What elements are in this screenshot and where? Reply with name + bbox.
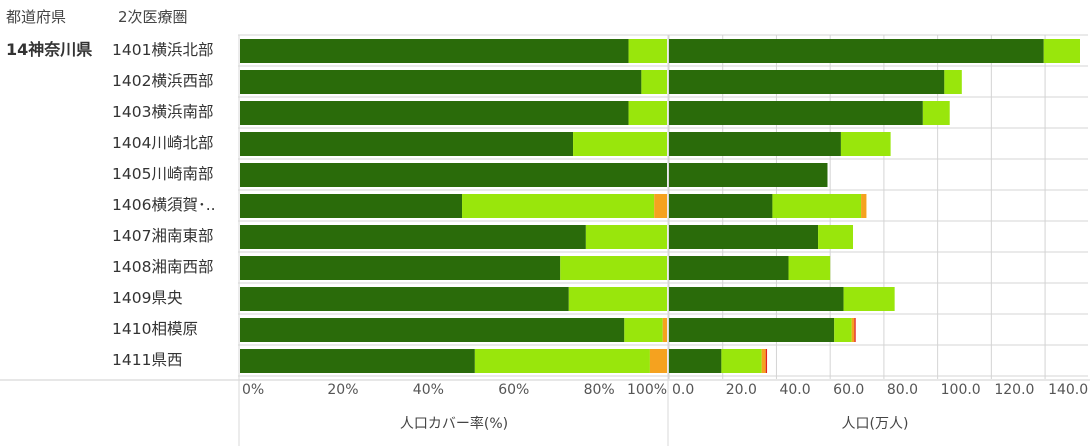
coverage-tick-label: 20% — [327, 382, 359, 398]
population-bar-dark_green — [669, 349, 722, 373]
coverage-bar-dark_green — [240, 70, 642, 94]
header-prefecture: 都道府県 — [6, 8, 67, 26]
population-bar-dark_green — [669, 101, 923, 125]
region-label: 1411県西 — [112, 351, 183, 369]
population-tick-label: 100.0 — [940, 382, 981, 398]
population-bar-dark_green — [669, 70, 945, 94]
coverage-bar-light_green — [474, 349, 650, 373]
prefecture-label: 14神奈川県 — [6, 40, 93, 59]
coverage-bar-dark_green — [240, 194, 463, 218]
coverage-bar-orange — [649, 349, 667, 373]
coverage-bar-dark_green — [240, 39, 629, 63]
coverage-bar-orange — [654, 194, 667, 218]
population-bar-dark_green — [669, 163, 828, 187]
coverage-bar-orange — [662, 318, 667, 342]
coverage-tick-label: 100% — [627, 382, 668, 398]
coverage-tick-label: 40% — [412, 382, 444, 398]
coverage-tick-label: 80% — [583, 382, 615, 398]
coverage-bar-dark_green — [240, 163, 667, 187]
coverage-bar-dark_green — [240, 318, 625, 342]
region-label: 1403横浜南部 — [112, 103, 214, 121]
population-bar-dark_green — [669, 39, 1044, 63]
coverage-axis-title: 人口カバー率(%) — [399, 416, 509, 432]
coverage-bar-light_green — [560, 256, 667, 280]
coverage-bar-light_green — [462, 194, 655, 218]
population-bar-orange — [861, 194, 867, 218]
population-bar-light_green — [818, 225, 854, 249]
population-bar-dark_green — [669, 318, 835, 342]
population-tick-label: 140.0 — [1048, 382, 1089, 398]
population-tick-label: 40.0 — [779, 382, 811, 398]
coverage-bar-light_green — [628, 101, 667, 125]
coverage-bar-light_green — [568, 287, 667, 311]
population-tick-label: 80.0 — [886, 382, 919, 398]
coverage-bar-dark_green — [240, 349, 475, 373]
population-bar-light_green — [788, 256, 831, 280]
population-tick-label: 60.0 — [833, 382, 865, 398]
population-bar-light_green — [1043, 39, 1080, 63]
population-bar-light_green — [721, 349, 762, 373]
population-bar-light_green — [944, 70, 962, 94]
header-region: 2次医療圏 — [118, 8, 188, 26]
region-label: 1405川崎南部 — [112, 165, 214, 183]
population-bar-dark_green — [669, 287, 844, 311]
coverage-bar-dark_green — [240, 225, 586, 249]
population-bar-dark_green — [669, 256, 789, 280]
population-bar-light_green — [772, 194, 862, 218]
coverage-bar-light_green — [585, 225, 667, 249]
population-bar-light_green — [834, 318, 852, 342]
region-label: 1407湘南東部 — [112, 227, 214, 245]
region-label: 1402横浜西部 — [112, 72, 214, 90]
population-tick-label: 20.0 — [725, 382, 757, 398]
coverage-bar-light_green — [573, 132, 667, 156]
population-bar-dark_green — [669, 225, 819, 249]
region-label: 1401横浜北部 — [112, 41, 214, 59]
region-label: 1409県央 — [112, 289, 183, 307]
population-bar-orange — [761, 349, 766, 373]
population-bar-red — [854, 318, 856, 342]
coverage-bar-light_green — [628, 39, 667, 63]
population-bar-light_green — [843, 287, 895, 311]
coverage-tick-label: 60% — [498, 382, 530, 398]
region-label: 1410相模原 — [112, 320, 198, 338]
coverage-bar-light_green — [624, 318, 663, 342]
population-tick-label: 120.0 — [994, 382, 1035, 398]
population-bar-orange — [851, 318, 855, 342]
region-label: 1404川崎北部 — [112, 134, 214, 152]
coverage-bar-dark_green — [240, 101, 629, 125]
region-label: 1406横須賀･.. — [112, 196, 216, 214]
population-bar-dark_green — [669, 194, 773, 218]
population-bar-light_green — [840, 132, 891, 156]
coverage-bar-light_green — [641, 70, 667, 94]
coverage-bar-dark_green — [240, 256, 561, 280]
population-bar-light_green — [922, 101, 950, 125]
population-axis-title: 人口(万人) — [841, 416, 909, 432]
coverage-tick-label: 0% — [242, 382, 265, 398]
population-bar-red — [765, 349, 768, 373]
population-tick-label: 0.0 — [672, 382, 695, 398]
population-bar-dark_green — [669, 132, 841, 156]
region-label: 1408湘南西部 — [112, 258, 214, 276]
coverage-bar-dark_green — [240, 132, 574, 156]
coverage-bar-dark_green — [240, 287, 569, 311]
